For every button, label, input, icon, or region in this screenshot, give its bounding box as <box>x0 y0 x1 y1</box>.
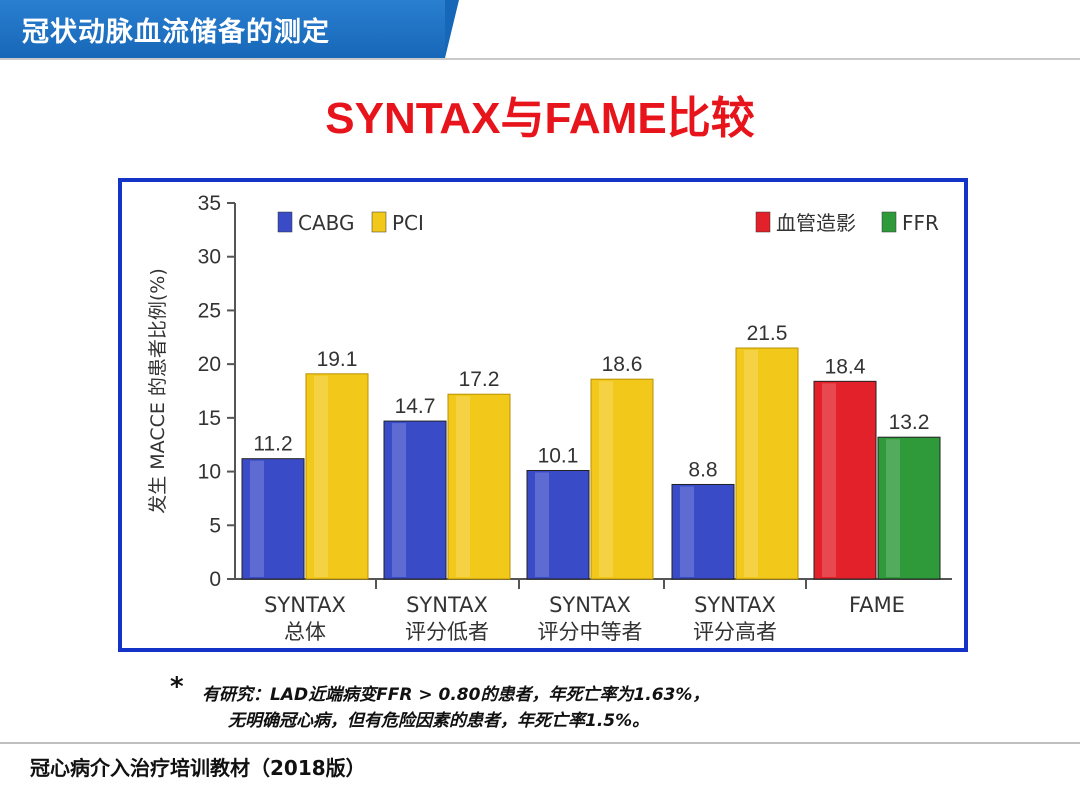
bar-value-label: 17.2 <box>459 368 500 391</box>
note-line-1: 有研究：LAD近端病变FFR > 0.80的患者，年死亡率为1.63%， <box>202 685 710 705</box>
bar-highlight <box>535 472 549 577</box>
bar-cabg <box>671 483 735 580</box>
x-category-label: SYNTAX <box>694 593 776 617</box>
bar-pci <box>735 347 799 580</box>
bar-value-label: 11.2 <box>253 433 292 456</box>
header-title: 冠状动脉血流储备的测定 <box>22 17 330 48</box>
legend-left-swatch <box>277 211 293 233</box>
bar-value-label: 10.1 <box>538 444 579 467</box>
legend-left-label: PCI <box>392 211 424 235</box>
y-tick-label: 35 <box>198 192 221 215</box>
note-asterisk: * <box>170 672 184 702</box>
bar-value-label: 19.1 <box>317 348 358 371</box>
bar-血管造影 <box>813 380 877 580</box>
y-tick-label: 15 <box>198 407 221 430</box>
bar-highlight <box>886 439 900 577</box>
bar-pci <box>447 393 511 580</box>
bar-chart: 0 5 10 15 20 25 30 35 发生 MACCE 的患者比例(%) 11.2 19.1 S… <box>147 192 952 644</box>
x-category-label: FAME <box>849 593 905 617</box>
chart-frame: 0 5 10 15 20 25 30 35 发生 MACCE 的患者比例(%) 11.2 19.1 S… <box>118 178 968 652</box>
bar-highlight <box>822 383 836 577</box>
bar-highlight <box>392 423 406 577</box>
legend-right-swatch <box>755 211 771 233</box>
bar-value-label: 14.7 <box>395 395 436 418</box>
header-divider <box>0 58 1080 60</box>
bar-highlight <box>314 375 328 577</box>
y-tick-label: 10 <box>198 461 221 484</box>
x-category-label: SYNTAX <box>264 593 346 617</box>
bar-cabg <box>241 458 305 580</box>
note-line-2: 无明确冠心病，但有危险因素的患者，年死亡率1.5%。 <box>228 711 650 731</box>
x-category-label: 评分低者 <box>405 620 489 644</box>
y-tick-label: 5 <box>209 514 221 537</box>
bar-value-label: 18.6 <box>602 353 643 376</box>
bar-value-label: 21.5 <box>747 322 788 345</box>
footer-divider <box>0 742 1080 744</box>
legend-left-label: CABG <box>298 211 355 235</box>
bar-highlight <box>599 381 613 577</box>
bar-pci <box>590 378 654 580</box>
bar-cabg <box>383 420 447 580</box>
x-category-label: SYNTAX <box>406 593 488 617</box>
x-category-label: 评分中等者 <box>538 620 643 644</box>
y-axis-label: 发生 MACCE 的患者比例(%) <box>147 268 169 514</box>
x-category-label: 评分高者 <box>693 620 777 644</box>
y-tick-label: 25 <box>198 299 221 322</box>
header-bar: 冠状动脉血流储备的测定 <box>0 0 459 58</box>
bar-highlight <box>456 396 470 577</box>
slide-title: SYNTAX与FAME比较 <box>325 94 755 143</box>
legend-right-label: FFR <box>902 211 939 235</box>
y-tick-label: 0 <box>209 568 221 591</box>
bar-pci <box>305 373 369 580</box>
x-category-label: 总体 <box>284 620 326 644</box>
legend-right-label: 血管造影 <box>776 211 856 235</box>
bar-highlight <box>680 486 694 577</box>
bar-value-label: 13.2 <box>889 411 930 434</box>
legend-left-swatch <box>371 211 387 233</box>
x-category-label: SYNTAX <box>549 593 631 617</box>
legend-right-swatch <box>881 211 897 233</box>
bar-value-label: 18.4 <box>825 355 866 378</box>
bar-highlight <box>744 350 758 577</box>
bar-cabg <box>526 469 590 580</box>
bar-highlight <box>250 460 264 577</box>
bar-value-label: 8.8 <box>688 458 717 481</box>
y-tick-label: 30 <box>198 246 221 269</box>
y-tick-label: 20 <box>198 353 221 376</box>
bar-ffr <box>877 436 941 580</box>
footer-text: 冠心病介入治疗培训教材（2018版） <box>30 756 366 780</box>
